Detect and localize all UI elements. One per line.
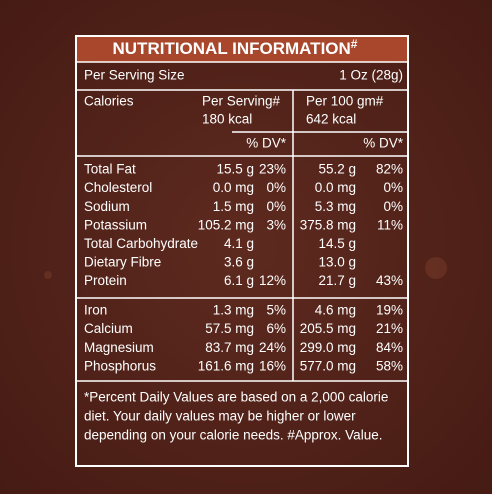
amount-per-100g: 4.6 mg [315, 303, 356, 318]
amount-per-serving: 83.7 mg [205, 340, 254, 355]
amount-per-100g: 14.5 g [318, 236, 356, 251]
dv-per-serving: 3% [266, 217, 286, 232]
amount-per-100g: 299.0 mg [300, 340, 356, 355]
footnote-line: *Percent Daily Values are based on a 2,0… [84, 390, 388, 405]
amount-per-100g: 21.7 g [318, 273, 356, 288]
dv-per-100g: 21% [376, 321, 403, 336]
bokeh [44, 271, 52, 279]
nutrient-name: Potassium [84, 217, 147, 232]
bokeh [425, 257, 447, 279]
amount-per-serving: 4.1 g [224, 236, 254, 251]
nutrient-name: Protein [84, 273, 127, 288]
dv-per-serving: 16% [259, 358, 286, 373]
amount-per-serving: 6.1 g [224, 273, 254, 288]
dv-per-100g: 84% [376, 340, 403, 355]
dv-per-100g: 11% [377, 217, 403, 232]
nutrient-name: Calcium [84, 321, 133, 336]
amount-per-100g: 0.0 mg [315, 180, 356, 195]
dv-per-100g: 0% [383, 199, 403, 214]
amount-per-100g: 13.0 g [318, 255, 356, 270]
header-bar [77, 37, 407, 62]
dv-per-serving: 0% [266, 199, 286, 214]
calories-value: 642 kcal [306, 112, 356, 127]
amount-per-100g: 577.0 mg [300, 358, 356, 373]
serving-label: Per Serving Size [84, 68, 185, 83]
calories-label: Calories [84, 94, 134, 109]
dv-per-serving: 23% [259, 162, 286, 177]
nutrient-rows: Total Fat 15.5 g 23% 55.2 g 82% Cholesterol 0.… [84, 162, 403, 374]
nutrient-name: Sodium [84, 199, 130, 214]
nutrient-name: Total Carbohydrate [84, 236, 198, 251]
amount-per-serving: 3.6 g [224, 255, 254, 270]
amount-per-serving: 1.5 mg [213, 199, 254, 214]
serving-value: 1 Oz (28g) [339, 68, 403, 83]
column-heading: Per Serving# [202, 94, 281, 109]
amount-per-serving: 105.2 mg [198, 217, 254, 232]
amount-per-serving: 57.5 mg [205, 321, 254, 336]
table-border [75, 35, 409, 467]
column-heading: Per 100 gm# [306, 94, 384, 109]
nutrient-name: Phosphorus [84, 358, 156, 373]
dv-heading: % DV* [246, 136, 287, 151]
amount-per-serving: 0.0 mg [213, 180, 254, 195]
nutrient-name: Dietary Fibre [84, 255, 161, 270]
dv-per-serving: 5% [266, 303, 286, 318]
amount-per-serving: 1.3 mg [213, 303, 254, 318]
dv-per-100g: 0% [383, 180, 403, 195]
dv-per-100g: 82% [376, 162, 403, 177]
nutrient-name: Total Fat [84, 162, 136, 177]
dv-per-100g: 43% [376, 273, 403, 288]
footnote-line: diet. Your daily values may be higher or… [84, 409, 356, 424]
nutrient-name: Iron [84, 303, 107, 318]
amount-per-serving: 161.6 mg [198, 358, 254, 373]
dv-per-serving: 12% [259, 273, 286, 288]
dv-per-serving: 0% [266, 180, 286, 195]
amount-per-100g: 375.8 mg [300, 217, 356, 232]
amount-per-100g: 55.2 g [318, 162, 356, 177]
amount-per-serving: 15.5 g [216, 162, 254, 177]
calories-value: 180 kcal [202, 112, 252, 127]
dv-per-serving: 24% [259, 340, 286, 355]
nutrient-name: Magnesium [84, 340, 154, 355]
dv-per-100g: 19% [376, 303, 403, 318]
title-text: NUTRITIONAL INFORMATION [113, 39, 351, 58]
footnote: *Percent Daily Values are based on a 2,0… [84, 390, 388, 443]
footnote-line: depending on your calorie needs. #Approx… [84, 428, 382, 443]
nutrient-name: Cholesterol [84, 180, 152, 195]
title: NUTRITIONAL INFORMATION# [113, 37, 358, 58]
dv-heading: % DV* [363, 136, 404, 151]
title-mark: # [351, 37, 358, 51]
amount-per-100g: 205.5 mg [300, 321, 356, 336]
dv-per-100g: 58% [376, 358, 403, 373]
amount-per-100g: 5.3 mg [315, 199, 356, 214]
dv-per-serving: 6% [266, 321, 286, 336]
